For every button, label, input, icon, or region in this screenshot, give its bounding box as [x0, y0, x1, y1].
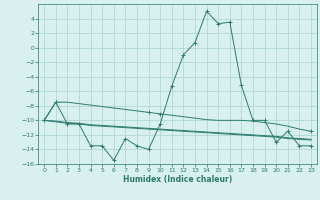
X-axis label: Humidex (Indice chaleur): Humidex (Indice chaleur) [123, 175, 232, 184]
